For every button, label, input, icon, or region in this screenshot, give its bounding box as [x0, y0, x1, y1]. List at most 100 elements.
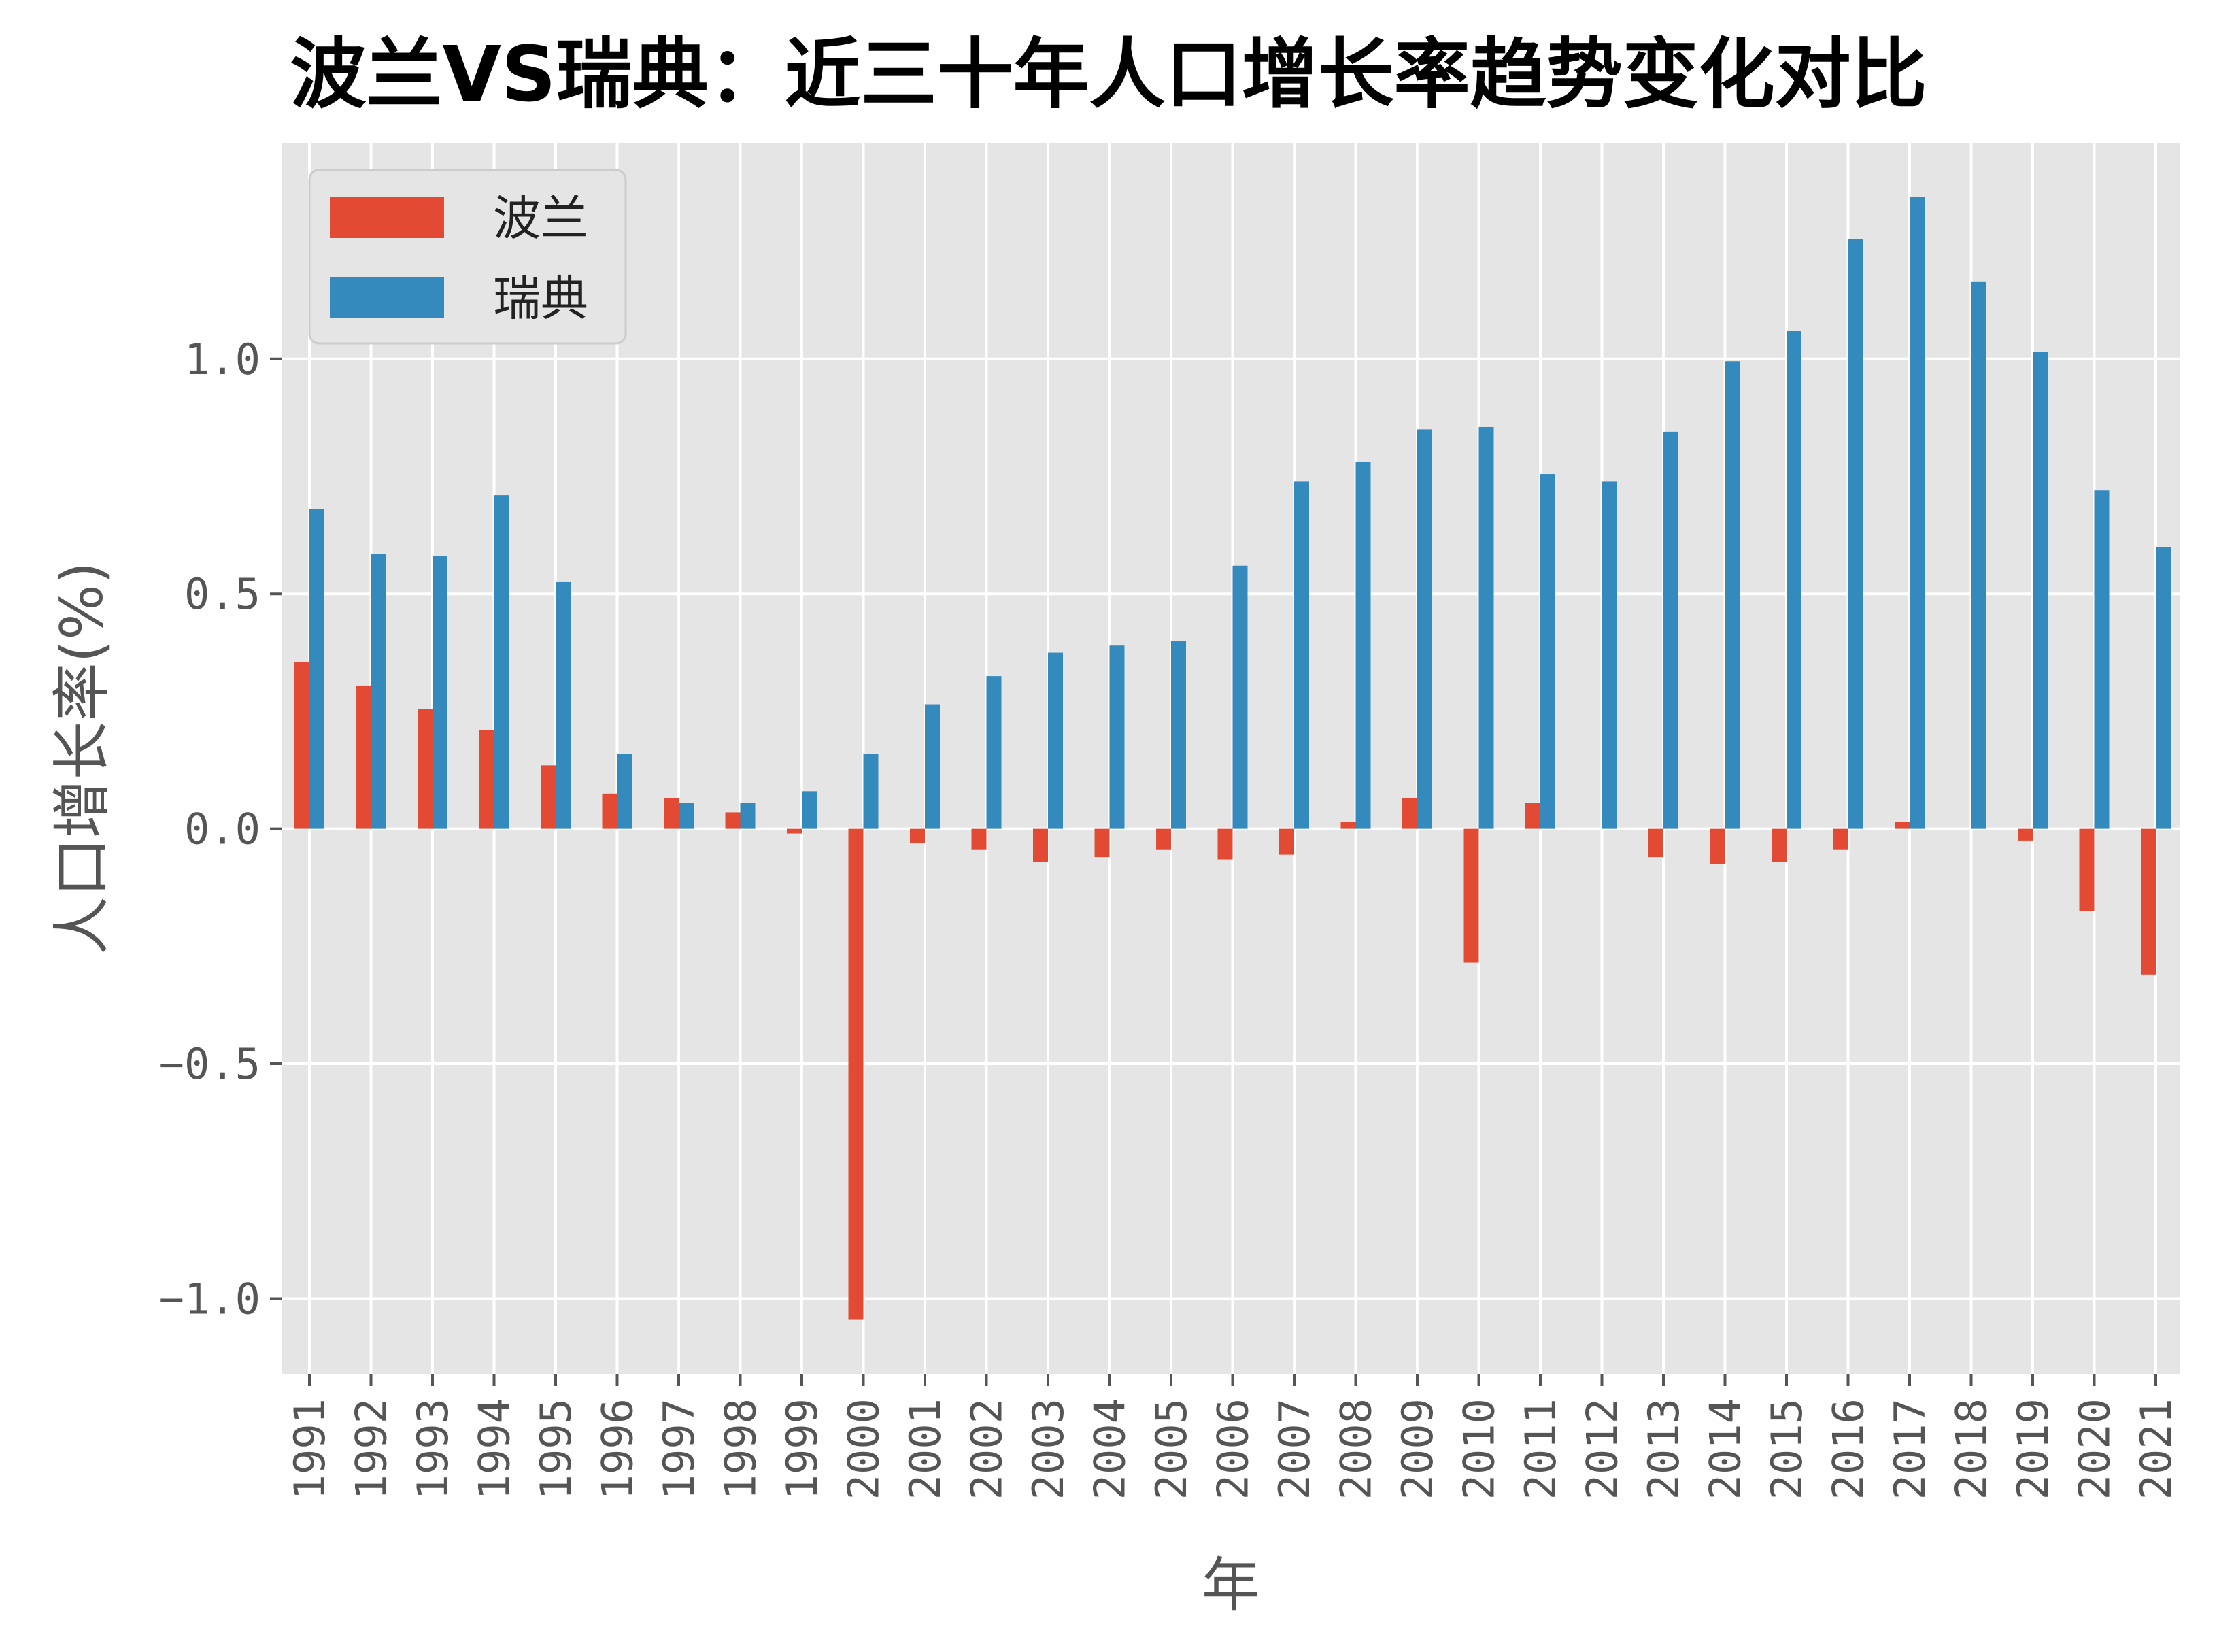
bar-sweden-1992: [371, 554, 386, 829]
bar-sweden-2020: [2094, 490, 2110, 829]
x-tick-label: 2007: [1270, 1398, 1319, 1500]
x-axis-ticks: 1991 1992 1993 1994 1995 1996 1997 1998 1999 2000…: [285, 1374, 2181, 1500]
x-tick-label: 1995: [531, 1398, 581, 1500]
bar-poland-1993: [418, 709, 433, 829]
bar-poland-2016: [1833, 828, 1848, 850]
bar-poland-2020: [2079, 828, 2095, 911]
y-axis-label: 人口增长率(%): [48, 562, 116, 956]
x-tick-label: 2009: [1393, 1398, 1442, 1500]
bar-poland-2004: [1094, 828, 1110, 858]
bar-poland-2017: [1895, 822, 1910, 829]
x-tick-label: 2005: [1147, 1398, 1196, 1500]
bar-poland-2013: [1648, 828, 1663, 858]
x-tick-label: 1997: [654, 1398, 704, 1500]
bar-poland-1996: [602, 793, 617, 829]
bar-sweden-2018: [1971, 281, 1986, 829]
bar-poland-2002: [971, 828, 987, 850]
bar-poland-2015: [1772, 828, 1787, 862]
bar-sweden-2006: [1232, 565, 1248, 829]
bar-poland-2003: [1033, 828, 1048, 862]
bar-sweden-2002: [986, 676, 1002, 829]
legend-label-poland: 波兰: [493, 190, 588, 246]
y-tick-label: 1.0: [184, 335, 260, 384]
bar-poland-1998: [725, 812, 741, 829]
bar-sweden-2010: [1478, 426, 1494, 829]
x-tick-label: 2004: [1085, 1398, 1135, 1500]
bar-sweden-1997: [679, 803, 694, 829]
bar-sweden-1991: [309, 509, 324, 829]
x-tick-label: 2021: [2131, 1398, 2181, 1500]
chart-title: 波兰VS瑞典：近三十年人口增长率趋势变化对比: [290, 31, 1927, 119]
x-tick-label: 2010: [1455, 1398, 1504, 1500]
x-tick-label: 2019: [2008, 1398, 2058, 1500]
bar-poland-2000: [848, 828, 864, 1320]
legend: 波兰 瑞典: [308, 169, 627, 345]
bar-sweden-2003: [1048, 652, 1063, 829]
bar-sweden-2001: [925, 704, 940, 829]
x-tick-label: 2013: [1639, 1398, 1689, 1500]
x-tick-label: 2018: [1947, 1398, 1997, 1500]
x-tick-label: 2002: [962, 1398, 1012, 1500]
bar-sweden-2000: [863, 754, 879, 829]
x-tick-label: 2014: [1701, 1398, 1750, 1500]
bar-poland-2014: [1710, 828, 1725, 864]
legend-swatch-sweden: [330, 277, 444, 318]
bar-sweden-2008: [1355, 462, 1371, 829]
x-tick-label: 1998: [716, 1398, 766, 1500]
bar-sweden-2009: [1417, 429, 1432, 829]
bar-poland-1995: [541, 765, 556, 829]
x-tick-label: 2011: [1516, 1398, 1566, 1500]
x-tick-label: 1993: [408, 1398, 458, 1500]
bar-sweden-1998: [740, 803, 756, 829]
bar-sweden-2005: [1171, 641, 1186, 829]
x-tick-label: 2015: [1762, 1398, 1812, 1500]
bar-sweden-1994: [494, 495, 509, 829]
bar-poland-2008: [1340, 822, 1356, 829]
x-axis-label: 年: [1202, 1551, 1260, 1619]
legend-swatch-poland: [330, 197, 444, 238]
plot-area: [282, 143, 2180, 1374]
bar-sweden-2007: [1294, 481, 1309, 829]
bar-sweden-2012: [1602, 481, 1617, 829]
x-tick-label: 2008: [1332, 1398, 1381, 1500]
bar-sweden-2014: [1725, 361, 1740, 829]
bar-sweden-2015: [1787, 331, 1801, 829]
x-tick-label: 2001: [900, 1398, 950, 1500]
bar-poland-2009: [1402, 798, 1417, 829]
bar-poland-2011: [1525, 803, 1540, 829]
bar-poland-1992: [356, 685, 371, 829]
bar-sweden-2021: [2156, 547, 2171, 829]
bar-poland-2021: [2141, 828, 2156, 975]
x-tick-label: 1994: [470, 1398, 520, 1500]
bars: [294, 197, 2171, 1320]
bar-sweden-1993: [433, 556, 447, 829]
x-tick-label: 1996: [593, 1398, 643, 1500]
bar-sweden-2013: [1663, 431, 1678, 829]
y-tick-label: 0.5: [184, 569, 260, 619]
bar-sweden-2019: [2033, 352, 2048, 829]
bar-poland-2006: [1217, 828, 1233, 860]
y-tick-label: −0.5: [159, 1039, 260, 1089]
bar-poland-1997: [664, 798, 679, 829]
bar-poland-2007: [1279, 828, 1294, 855]
bar-poland-1999: [787, 828, 802, 834]
bar-poland-2001: [910, 828, 925, 843]
bar-sweden-2017: [1910, 197, 1925, 829]
x-tick-label: 2006: [1208, 1398, 1258, 1500]
bar-poland-1991: [294, 662, 309, 829]
y-tick-label: −1.0: [159, 1274, 260, 1324]
bar-sweden-2016: [1848, 239, 1863, 829]
x-tick-label: 1991: [285, 1398, 335, 1500]
y-tick-label: 0.0: [184, 805, 260, 854]
x-tick-label: 2020: [2070, 1398, 2120, 1500]
x-tick-label: 2012: [1578, 1398, 1627, 1500]
bar-poland-1994: [479, 730, 494, 829]
bar-poland-2010: [1463, 828, 1479, 963]
x-tick-label: 2016: [1824, 1398, 1874, 1500]
bar-sweden-1995: [556, 581, 571, 829]
bar-sweden-1999: [802, 791, 817, 829]
x-tick-label: 2017: [1885, 1398, 1935, 1500]
x-tick-label: 2003: [1023, 1398, 1073, 1500]
bar-sweden-1996: [617, 754, 632, 829]
